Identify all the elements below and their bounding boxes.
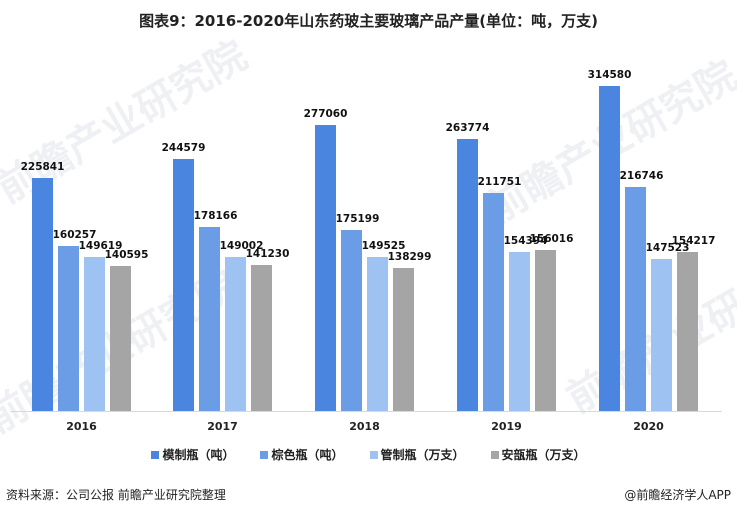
data-label: 225841: [20, 161, 65, 173]
bar: [535, 250, 556, 411]
data-label: 147523: [645, 241, 690, 254]
data-label: 211751: [477, 175, 522, 188]
legend-item-ampoule: 安瓿瓶（万支）: [490, 446, 586, 463]
legend-label: 管制瓶（万支）: [380, 448, 465, 462]
legend-swatch: [260, 450, 269, 459]
legend-swatch: [369, 450, 378, 459]
data-label: 138299: [387, 251, 432, 264]
data-label: 154394: [503, 234, 548, 247]
data-label: 140595: [104, 248, 149, 261]
bar: [32, 178, 53, 411]
bar: [58, 245, 79, 411]
data-label: 314580: [587, 69, 632, 82]
data-label: 154217: [671, 234, 716, 247]
legend-item-molded-bottle: 模制瓶（吨）: [151, 446, 234, 463]
legend-swatch: [490, 450, 499, 459]
bar: [677, 251, 698, 411]
x-axis-label: 2018: [349, 420, 380, 433]
legend-label: 安瓿瓶（万支）: [501, 448, 586, 462]
bar: [509, 251, 530, 411]
x-axis-label: 2017: [207, 420, 238, 433]
data-label: 149002: [219, 240, 264, 253]
legend-label: 棕色瓶（吨）: [271, 448, 344, 462]
x-axis-label: 2016: [66, 420, 97, 433]
bar: [625, 187, 646, 411]
data-label: 216746: [619, 170, 664, 183]
legend-swatch: [151, 450, 160, 459]
data-label: 160257: [52, 228, 97, 241]
bar: [225, 257, 246, 411]
x-axis-label: 2019: [491, 420, 522, 433]
bar: [110, 265, 131, 411]
data-label: 277060: [303, 108, 348, 121]
data-label: 175199: [335, 213, 380, 226]
legend-item-brown-bottle: 棕色瓶（吨）: [260, 446, 344, 463]
legend-label: 模制瓶（吨）: [162, 448, 235, 462]
bar: [599, 86, 620, 411]
bar: [367, 256, 388, 411]
data-label: 149619: [78, 239, 123, 252]
bar: [84, 256, 105, 411]
data-label: 263774: [445, 121, 490, 134]
bar: [651, 258, 672, 411]
legend-item-tubular-vial: 管制瓶（万支）: [369, 446, 465, 463]
bar: [315, 125, 336, 411]
bar: [251, 265, 272, 411]
x-axis-line: [10, 411, 722, 412]
data-label: 149525: [361, 239, 406, 252]
data-label: 244579: [161, 141, 206, 154]
bar: [341, 230, 362, 411]
data-label: 141230: [245, 248, 290, 261]
chart-title: 图表9：2016-2020年山东药玻主要玻璃产品产量(单位：吨，万支): [139, 12, 598, 30]
credit-note: @前瞻经济学人APP: [624, 488, 731, 502]
data-label: 178166: [193, 210, 238, 223]
x-axis-label: 2020: [633, 420, 664, 433]
bar: [173, 158, 194, 411]
legend: 模制瓶（吨） 棕色瓶（吨） 管制瓶（万支） 安瓿瓶（万支）: [0, 446, 737, 463]
bar: [457, 138, 478, 411]
data-label: 156016: [529, 233, 574, 246]
source-note: 资料来源：公司公报 前瞻产业研究院整理: [6, 488, 226, 502]
bar: [199, 227, 220, 411]
bar: [483, 192, 504, 411]
bar: [393, 268, 414, 411]
